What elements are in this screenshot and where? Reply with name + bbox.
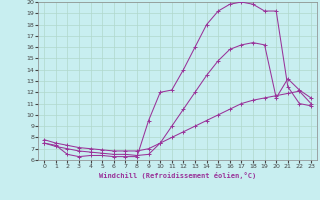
X-axis label: Windchill (Refroidissement éolien,°C): Windchill (Refroidissement éolien,°C) xyxy=(99,172,256,179)
